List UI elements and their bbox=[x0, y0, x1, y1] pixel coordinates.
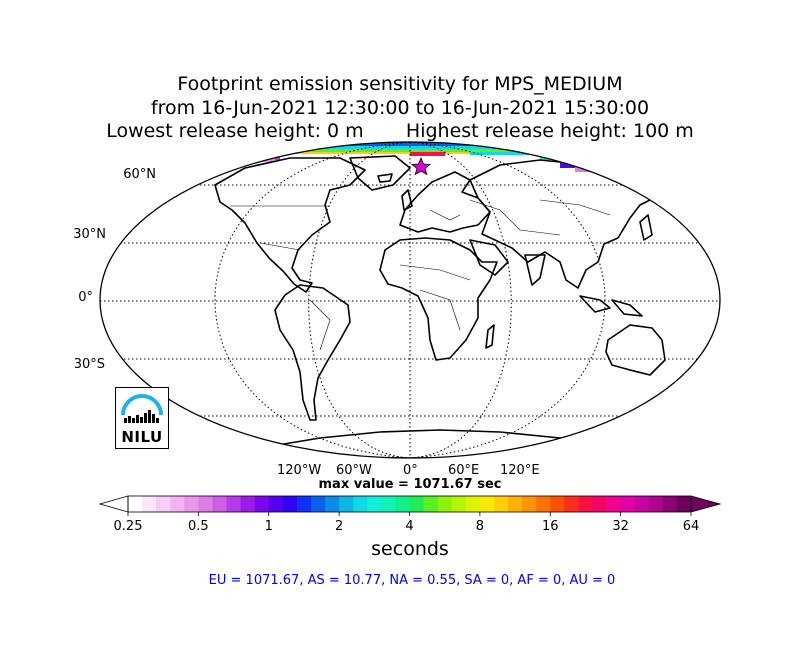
colorbar-cell bbox=[662, 496, 678, 512]
colorbar-cell bbox=[536, 496, 551, 512]
colorbar-cell bbox=[606, 496, 622, 512]
lon-label-120e: 120°E bbox=[500, 463, 540, 478]
colorbar-cell bbox=[522, 496, 537, 512]
colorbar-tick-label: 32 bbox=[612, 519, 629, 534]
colorbar-cell bbox=[381, 496, 396, 512]
colorbar-tick-label: 0.25 bbox=[113, 519, 143, 534]
colorbar-cell bbox=[437, 496, 453, 512]
colorbar-cell bbox=[676, 496, 692, 512]
colorbar-cell bbox=[648, 496, 664, 512]
colorbar-min-extend bbox=[98, 495, 129, 513]
colorbar-cell bbox=[578, 496, 593, 512]
colorbar-cell bbox=[465, 496, 481, 512]
colorbar-tick-label: 2 bbox=[334, 519, 344, 534]
colorbar-tick-label: 1 bbox=[264, 519, 273, 534]
colorbar-tick-label: 0.5 bbox=[188, 519, 209, 534]
colorbar-cell bbox=[325, 496, 340, 512]
country-borders bbox=[230, 199, 611, 351]
colorbar-cell bbox=[212, 496, 228, 512]
colorbar-cell bbox=[184, 496, 199, 512]
max-value-label: max value = 1071.67 sec bbox=[318, 477, 502, 492]
title-line-1: Footprint emission sensitivity for MPS_M… bbox=[177, 73, 623, 95]
colorbar-cell bbox=[592, 496, 608, 512]
colorbar-max-extend bbox=[690, 495, 722, 513]
logo-graphic bbox=[121, 394, 163, 423]
logo-text: NILU bbox=[121, 428, 163, 446]
colorbar-cell bbox=[479, 496, 495, 512]
lat-label-30n: 30°N bbox=[73, 227, 106, 242]
colorbar-cell bbox=[339, 496, 354, 512]
colorbar-cell bbox=[395, 496, 410, 512]
colorbar-cell bbox=[170, 496, 185, 512]
title-line-3: Lowest release height: 0 m Highest relea… bbox=[106, 120, 694, 142]
colorbar-tick-label: 8 bbox=[475, 519, 485, 534]
colorbar-cell bbox=[240, 496, 256, 512]
lon-label-120w: 120°W bbox=[277, 463, 322, 478]
lat-label-0: 0° bbox=[78, 290, 93, 305]
colorbar-cell bbox=[156, 496, 171, 512]
colorbar-cell bbox=[550, 496, 565, 512]
colorbar-cell bbox=[142, 496, 157, 512]
colorbar-cell bbox=[296, 496, 312, 512]
colorbar-frame bbox=[127, 495, 692, 513]
colorbar-cell bbox=[198, 496, 213, 512]
nilu-logo: NILU bbox=[115, 387, 169, 449]
colorbar-cell bbox=[423, 496, 439, 512]
colorbar-tick-label: 64 bbox=[682, 519, 700, 534]
lon-label-60w: 60°W bbox=[336, 463, 372, 478]
title-line-2: from 16-Jun-2021 12:30:00 to 16-Jun-2021… bbox=[150, 97, 650, 119]
colorbar-cell bbox=[493, 496, 509, 512]
colorbar-cell bbox=[409, 496, 425, 512]
colorbar-cell bbox=[564, 496, 579, 512]
colorbar-cell bbox=[128, 496, 143, 512]
star-icon bbox=[410, 156, 432, 176]
colorbar-cell bbox=[254, 496, 270, 512]
colorbar-cell bbox=[353, 496, 368, 512]
colorbar-cell bbox=[310, 496, 326, 512]
lat-label-30s: 30°S bbox=[73, 357, 105, 372]
coastlines bbox=[214, 155, 698, 458]
world-map bbox=[99, 141, 721, 459]
colorbar-cell bbox=[620, 496, 636, 512]
map-boundary bbox=[99, 141, 721, 459]
lon-label-60e: 60°E bbox=[448, 463, 480, 478]
regional-totals: EU = 1071.67, AS = 10.77, NA = 0.55, SA … bbox=[208, 573, 616, 588]
lat-label-60n: 60°N bbox=[123, 167, 156, 182]
colorbar-cell bbox=[226, 496, 242, 512]
colorbar-tick-label: 4 bbox=[405, 519, 414, 534]
colorbar-cell bbox=[451, 496, 467, 512]
colorbar-cell bbox=[508, 496, 523, 512]
map-background bbox=[100, 142, 720, 458]
colorbar-cell bbox=[634, 496, 650, 512]
lon-label-0: 0° bbox=[403, 463, 418, 478]
colorbar-cell bbox=[367, 496, 382, 512]
colorbar-unit-label: seconds bbox=[371, 538, 449, 560]
colorbar-cell bbox=[268, 496, 284, 512]
colorbar-tick-label: 16 bbox=[541, 519, 559, 534]
colorbar-cell bbox=[282, 496, 298, 512]
